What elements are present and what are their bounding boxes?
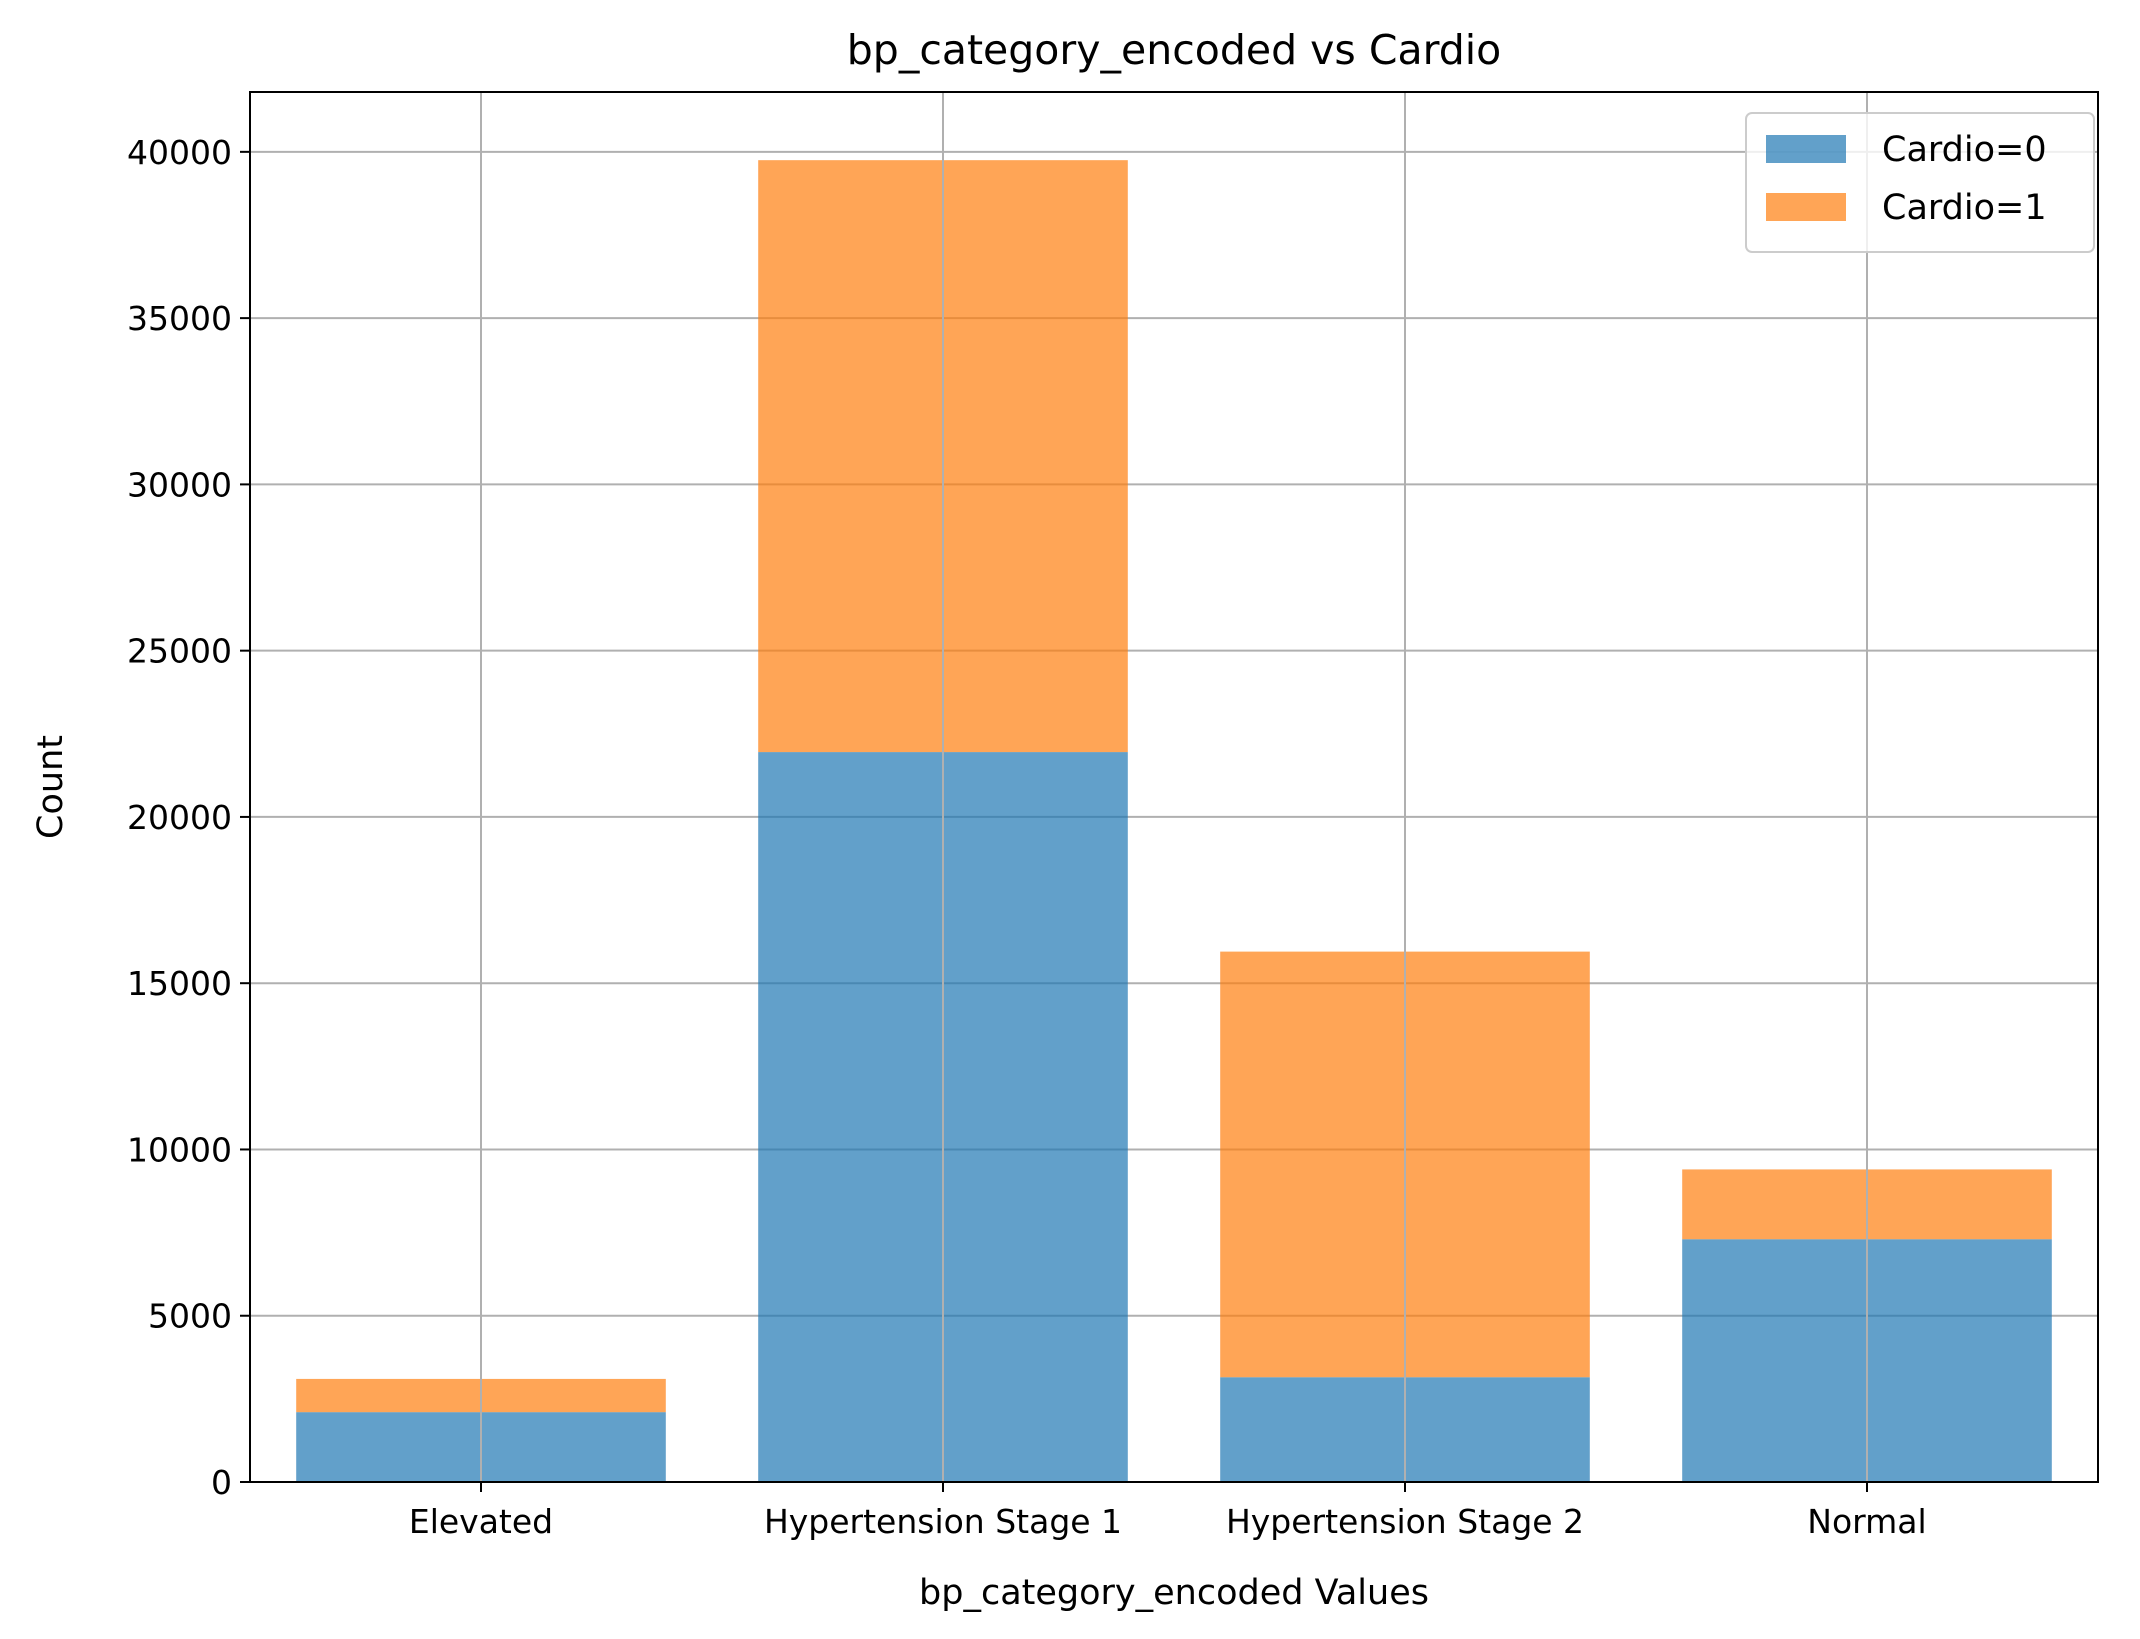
legend-swatch-cardio-0 <box>1766 135 1846 163</box>
grid-layer <box>250 150 2098 1483</box>
legend-swatch-cardio-1 <box>1766 193 1846 221</box>
y-tick-label: 35000 <box>127 299 232 338</box>
legend-label-cardio-0: Cardio=0 <box>1882 130 2047 170</box>
x-tick-label: Normal <box>1807 1502 1926 1541</box>
x-tick-label: Hypertension Stage 2 <box>1226 1502 1584 1541</box>
bars-layer <box>296 160 2052 1482</box>
y-axis-title: Count <box>31 735 71 839</box>
y-tick-label: 5000 <box>148 1297 232 1336</box>
y-tick-label: 0 <box>211 1463 232 1502</box>
y-tick-label: 30000 <box>127 465 232 504</box>
legend: Cardio=0 Cardio=1 <box>1745 112 2095 253</box>
x-axis-ticks: Elevated Hypertension Stage 1 Hypertension… <box>409 1482 1927 1541</box>
y-tick-label: 25000 <box>127 632 232 671</box>
y-tick-label: 40000 <box>127 133 232 172</box>
x-tick-label: Hypertension Stage 1 <box>764 1502 1122 1541</box>
vertical-grid-layer <box>480 92 1868 1482</box>
y-tick-label: 15000 <box>127 964 232 1003</box>
x-tick-label: Elevated <box>409 1502 553 1541</box>
y-tick-label: 20000 <box>127 798 232 837</box>
x-axis-title: bp_category_encoded Values <box>919 1573 1429 1613</box>
legend-label-cardio-1: Cardio=1 <box>1882 188 2047 228</box>
chart-title: bp_category_encoded vs Cardio <box>847 26 1501 74</box>
plot-frame <box>249 91 2099 1483</box>
y-axis-ticks: 0 5000 10000 15000 20000 25000 30000 35000 40000 <box>127 133 250 1502</box>
y-tick-label: 10000 <box>127 1130 232 1169</box>
